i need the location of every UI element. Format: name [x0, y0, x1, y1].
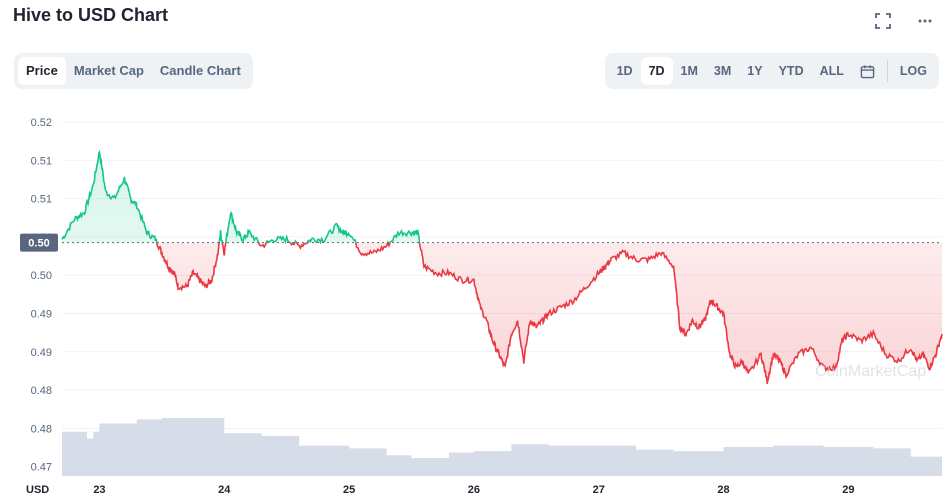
more-options-icon[interactable]	[914, 10, 936, 32]
price-fill	[62, 152, 942, 384]
x-tick-label: 28	[717, 484, 729, 496]
range-divider	[886, 60, 888, 82]
price-fill-down	[62, 242, 942, 384]
range-7d[interactable]: 7D	[640, 57, 673, 85]
log-toggle[interactable]: LOG	[899, 64, 927, 78]
x-tick-label: 25	[343, 484, 355, 496]
range-all[interactable]: ALL	[819, 64, 844, 78]
chart-type-tabs: Price Market Cap Candle Chart	[14, 53, 253, 89]
chart-title: Hive to USD Chart	[13, 5, 169, 25]
y-axis-unit-label: USD	[26, 484, 49, 496]
volume-shape	[62, 418, 942, 476]
tab-price[interactable]: Price	[18, 57, 66, 85]
x-tick-label: 29	[842, 484, 854, 496]
y-tick-label: 0.51	[31, 155, 52, 167]
x-tick-label: 24	[218, 484, 231, 496]
y-tick-label: 0.49	[31, 347, 52, 359]
range-ytd[interactable]: YTD	[778, 64, 804, 78]
price-tag-bg	[20, 233, 58, 252]
calendar-icon[interactable]	[852, 57, 883, 85]
y-tick-label: 0.49	[31, 309, 52, 321]
tab-market-cap[interactable]: Market Cap	[73, 63, 144, 78]
x-tick-label: 23	[93, 484, 105, 496]
volume-area	[62, 418, 942, 476]
y-tick-label: 0.47	[31, 462, 52, 474]
price-line-down	[155, 242, 943, 385]
price-tag-label: 0.50	[28, 238, 49, 250]
y-tick-label: 0.51	[31, 194, 52, 206]
time-range-selector: 1D 7D 1M 3M 1Y YTD ALL LOG	[604, 53, 939, 89]
price-fill-up	[62, 152, 420, 243]
fullscreen-icon[interactable]	[872, 10, 894, 32]
y-tick-label: 0.48	[31, 423, 52, 435]
top-actions	[872, 10, 936, 32]
range-1m[interactable]: 1M	[680, 64, 698, 78]
range-3m[interactable]: 3M	[713, 64, 732, 78]
y-tick-label: 0.50	[31, 270, 52, 282]
range-1y[interactable]: 1Y	[747, 64, 763, 78]
range-1d[interactable]: 1D	[616, 64, 633, 78]
y-tick-label: 0.48	[31, 385, 52, 397]
x-tick-label: 26	[468, 484, 480, 496]
y-axis: 0.52 0.51 0.51 0.50 0.50 0.49 0.49 0.48 0.48 0.47	[31, 117, 52, 474]
price-line	[61, 150, 943, 385]
watermark: CoinMarketCap	[815, 363, 926, 380]
x-tick-label: 27	[593, 484, 605, 496]
x-axis: 23 24 25 26 27 28 29	[93, 484, 854, 496]
current-price-tag: 0.50	[20, 233, 58, 252]
tab-candle-chart[interactable]: Candle Chart	[159, 63, 241, 78]
y-tick-label: 0.52	[31, 117, 52, 129]
